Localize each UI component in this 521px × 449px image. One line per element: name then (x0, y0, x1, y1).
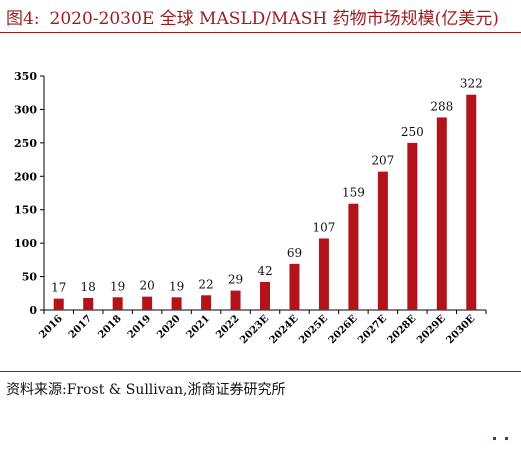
x-tick-label: 2030E (445, 313, 478, 346)
data-label: 159 (342, 186, 365, 200)
data-label: 288 (430, 99, 453, 113)
data-label: 207 (371, 154, 394, 168)
figure-title-text: 2020-2030E 全球 MASLD/MASH 药物市场规模(亿美元) (49, 9, 499, 29)
data-label: 29 (228, 273, 243, 287)
bar (112, 297, 123, 310)
title-divider (0, 32, 521, 33)
x-tick-label: 2029E (415, 313, 448, 346)
figure-title: 图4: 2020-2030E 全球 MASLD/MASH 药物市场规模(亿美元) (6, 4, 499, 29)
x-tick-label: 2024E (268, 313, 301, 346)
data-label: 107 (312, 220, 335, 234)
x-tick-label: 2026E (327, 313, 360, 346)
bar (407, 142, 418, 310)
x-tick-label: 2018 (96, 313, 123, 340)
data-label: 19 (110, 279, 125, 293)
bar (436, 117, 447, 310)
bar (142, 296, 153, 310)
bar (260, 281, 270, 310)
x-tick-label: 2017 (67, 313, 94, 340)
y-tick-label: 100 (14, 237, 37, 250)
data-label: 322 (460, 77, 483, 91)
y-tick-label: 350 (14, 70, 37, 83)
data-label: 20 (139, 279, 154, 293)
x-tick-label: 2020 (155, 313, 182, 340)
data-label: 22 (198, 277, 213, 291)
source-note: 资料来源:Frost & Sullivan,浙商证券研究所 (6, 382, 286, 398)
y-tick-label: 50 (22, 271, 38, 284)
bar (348, 203, 359, 310)
bar (230, 290, 241, 310)
y-tick-label: 300 (14, 103, 37, 116)
data-label: 69 (287, 246, 302, 260)
y-tick-label: 250 (14, 137, 37, 150)
bar (289, 263, 300, 310)
x-tick-label: 2023E (238, 313, 271, 346)
figure-label: 图4: (6, 9, 40, 29)
bar (377, 171, 388, 310)
y-tick-label: 150 (14, 204, 37, 217)
data-label: 18 (81, 280, 96, 294)
x-tick-label: 2019 (126, 313, 153, 340)
data-label: 19 (169, 279, 184, 293)
bar (466, 94, 477, 310)
bar (171, 297, 182, 310)
bar (201, 295, 212, 310)
corner-decoration (493, 437, 509, 441)
bar (318, 238, 329, 310)
y-tick-label: 200 (14, 170, 37, 183)
x-tick-label: 2016 (37, 313, 64, 340)
bar (53, 298, 64, 310)
x-tick-label: 2025E (297, 313, 330, 346)
x-tick-label: 2022 (214, 313, 241, 340)
data-label: 250 (401, 125, 424, 139)
source-divider (0, 371, 521, 372)
data-label: 17 (51, 281, 66, 295)
data-label: 42 (257, 264, 272, 278)
bar (83, 297, 94, 310)
x-tick-label: 2027E (356, 313, 389, 346)
x-tick-label: 2028E (386, 313, 419, 346)
y-tick-label: 0 (29, 304, 37, 317)
x-tick-label: 2021 (185, 313, 212, 340)
